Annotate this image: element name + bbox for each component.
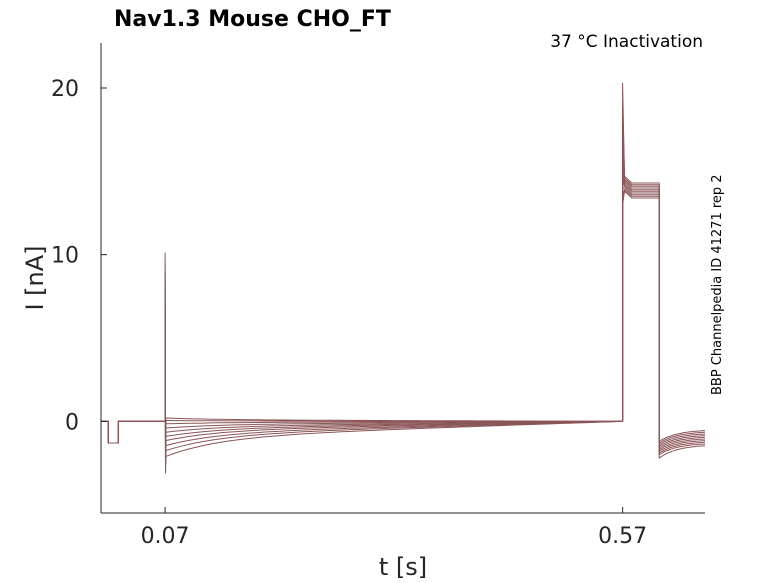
trace-line-9 — [101, 189, 706, 466]
trace-line-7 — [101, 179, 706, 454]
trace-line-2 — [101, 104, 706, 444]
y-tick-label: 10 — [51, 244, 79, 269]
side-note: BBP Channelpedia ID 41271 rep 2 — [710, 174, 725, 395]
trace-line-10 — [101, 190, 706, 474]
y-ticks: 0 10 20 — [51, 77, 107, 435]
x-tick-label: 0.07 — [141, 524, 190, 549]
trace-line-1 — [101, 82, 706, 444]
trace-line-3 — [101, 120, 706, 446]
y-axis-label: I [nA] — [21, 245, 49, 310]
trace-line-5 — [101, 154, 706, 449]
trace-line-6 — [101, 170, 706, 451]
trace-line-8 — [101, 187, 706, 459]
y-tick-label: 0 — [65, 410, 79, 435]
y-tick-label: 20 — [51, 77, 79, 102]
x-axis-label: t [s] — [379, 553, 427, 581]
x-ticks: 0.07 0.57 — [141, 507, 647, 549]
trace-line-4 — [101, 137, 706, 447]
x-tick-label: 0.57 — [598, 524, 647, 549]
trace-group — [101, 82, 706, 474]
chart-title: Nav1.3 Mouse CHO_FT — [114, 7, 391, 32]
chart-subtitle: 37 °C Inactivation — [550, 32, 703, 52]
